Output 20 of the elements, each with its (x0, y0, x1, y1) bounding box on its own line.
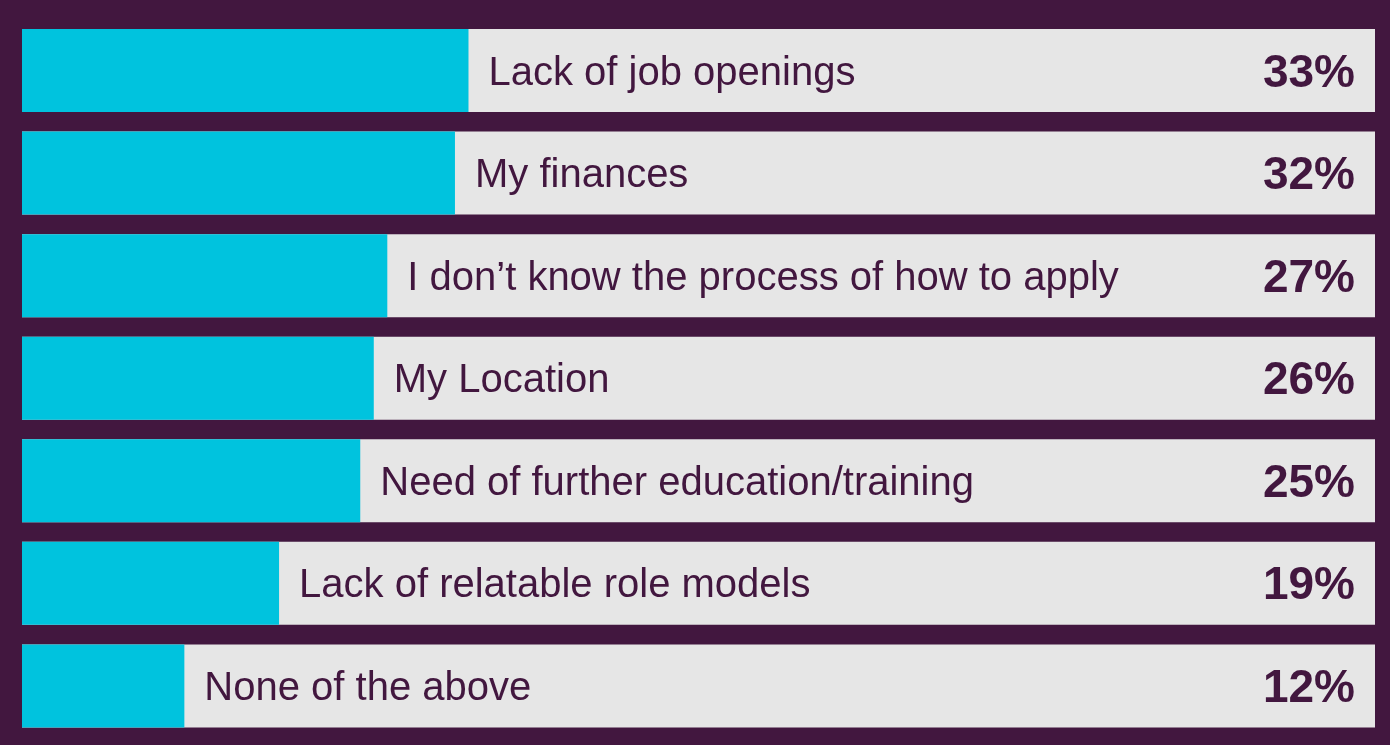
y-tick-label: Lack of relatable role models (299, 561, 811, 606)
y-tick-label: I don’t know the process of how to apply (407, 253, 1119, 298)
y-tick-label: Lack of job openings (488, 48, 856, 93)
data-label: 27% (1262, 249, 1355, 302)
data-label: 32% (1262, 147, 1355, 200)
data-label: 12% (1262, 659, 1355, 712)
y-tick-label: My finances (474, 151, 689, 196)
bar (22, 541, 280, 625)
bar (22, 336, 374, 420)
data-label: 33% (1262, 44, 1355, 97)
data-label: 25% (1262, 454, 1355, 507)
bar (22, 131, 455, 215)
y-tick-label: Need of further education/training (380, 458, 974, 503)
bar (22, 234, 388, 318)
y-tick-label: My Location (393, 356, 610, 401)
data-label: 19% (1262, 557, 1355, 610)
y-tick-label: None of the above (204, 663, 532, 708)
bar (22, 439, 361, 523)
data-label: 26% (1262, 352, 1355, 405)
bar (22, 644, 185, 728)
